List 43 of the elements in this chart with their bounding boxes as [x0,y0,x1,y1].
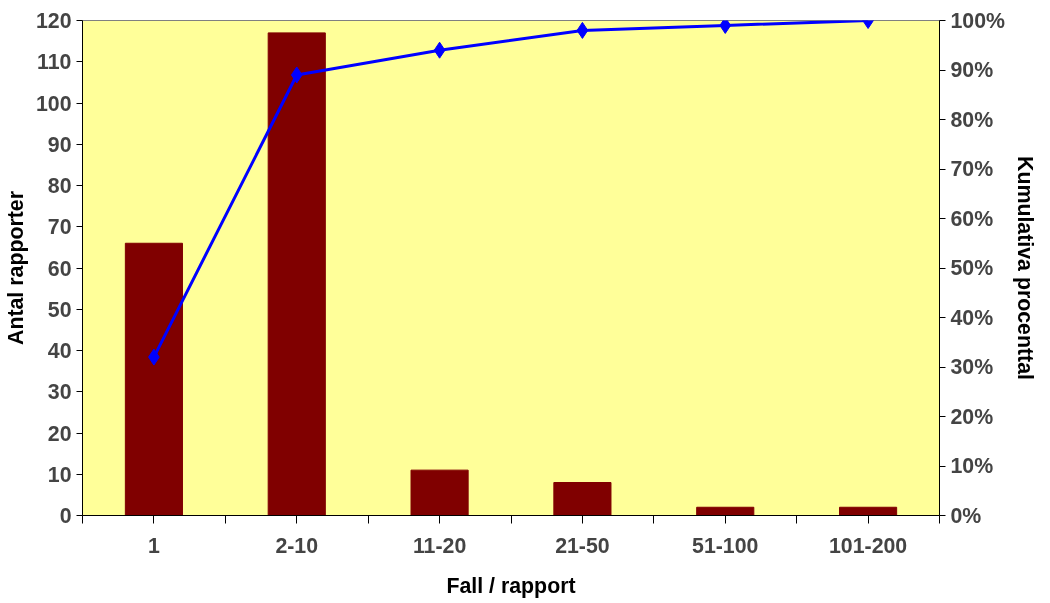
y2-tick-label: 60% [950,206,994,231]
point [719,20,732,34]
x-tick-label: 11-20 [412,533,467,558]
y2-tick-label: 100% [950,8,1006,33]
y-tick-label: 70 [47,215,72,240]
point [290,66,303,84]
y2-tick-label: 70% [950,157,994,181]
x-tick-label: 21-50 [555,533,610,558]
y-tick-label: 40 [47,339,72,363]
y-tick-label: 0 [59,504,72,528]
y2-tick-label: 10% [950,454,994,478]
x-tick-label: 2-10 [275,533,319,558]
bar [267,32,326,516]
bar [410,469,469,516]
y2-tick-label: 20% [950,404,994,429]
y-tick-label: 90 [47,132,72,157]
y-tick-label: 100 [35,91,72,116]
y-tick-label: 110 [37,50,72,75]
point [433,41,446,59]
bar [839,506,898,516]
x-tick-label: 51-100 [692,533,759,558]
y2-tick-label: 50% [950,256,994,280]
bar [696,506,755,516]
y-tick-label: 50 [47,297,72,322]
y2-tick-label: 40% [950,305,994,330]
y-tick-label: 30 [47,380,72,405]
y2-tick-label: 0% [950,503,982,528]
x-tick-label: 1 [147,533,160,558]
y-tick-label: 10 [47,462,72,487]
x-tick-label: 101-200 [828,533,908,558]
bar [553,482,612,516]
y2-tick-label: 80% [950,107,994,132]
y-tick-label: 120 [35,9,72,33]
y2-tick-label: 90% [950,58,994,82]
y-tick-label: 60 [47,256,72,281]
point [576,21,589,39]
x-axis-title: Fall / rapport [446,573,576,598]
y2-tick-label: 30% [950,355,994,379]
y-tick-label: 80 [47,174,72,198]
y-tick-label: 20 [47,421,72,446]
y2-axis-title: Kumulativa procenttal [1013,156,1038,381]
bar [124,242,183,516]
y-axis-title: Antal rapporter [3,190,28,346]
